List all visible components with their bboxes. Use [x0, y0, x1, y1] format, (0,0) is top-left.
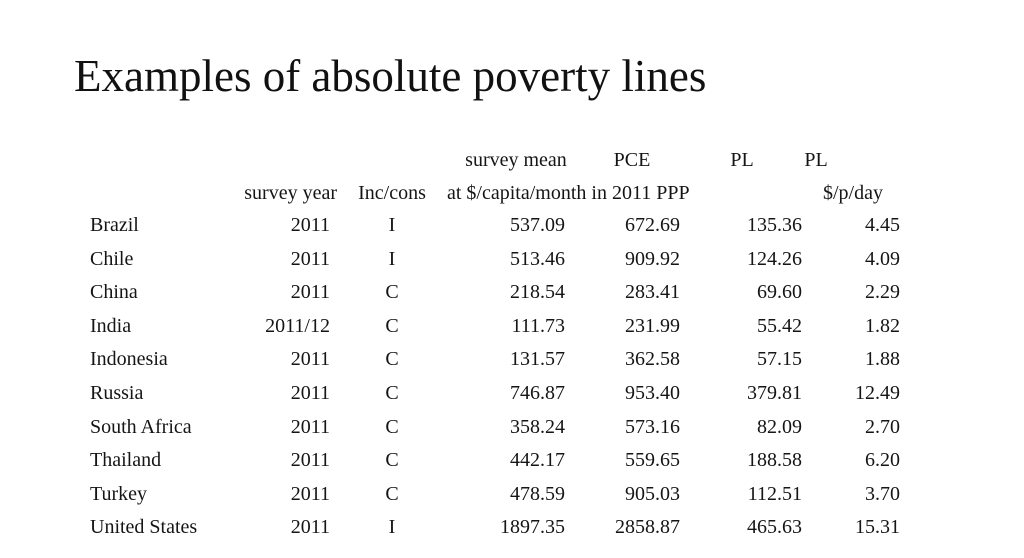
cell-country: Turkey: [90, 482, 148, 505]
cell-survey-year: 2011: [290, 247, 330, 270]
table-body: Brazil 2011 I 537.09 672.69 135.36 4.45 …: [0, 209, 1024, 545]
cell-survey-year: 2011: [290, 214, 330, 236]
table-row: United States 2011 I 1897.35 2858.87 465…: [0, 511, 1024, 545]
cell-country: Thailand: [90, 449, 162, 472]
cell-survey-mean: 442.17: [510, 449, 565, 472]
cell-pce: 559.65: [625, 449, 680, 472]
cell-poverty-line: 112.51: [747, 482, 802, 505]
cell-pce: 231.99: [625, 314, 680, 337]
header-pl-1: PL: [730, 149, 754, 171]
cell-pce: 573.16: [625, 415, 680, 438]
cell-survey-mean: 218.54: [510, 281, 565, 304]
cell-survey-year: 2011: [290, 449, 330, 472]
header-pce: PCE: [613, 149, 651, 171]
cell-pce: 2858.87: [615, 516, 680, 539]
cell-survey-year: 2011: [290, 516, 330, 539]
cell-country: India: [90, 314, 132, 337]
cell-country: Russia: [90, 381, 144, 404]
cell-survey-year: 2011: [290, 381, 330, 404]
cell-country: Indonesia: [90, 348, 168, 371]
cell-inc-cons: C: [385, 314, 399, 337]
cell-country: China: [90, 281, 138, 304]
header-pl-2: PL: [804, 149, 828, 171]
cell-poverty-line: 124.26: [747, 247, 802, 270]
cell-inc-cons: C: [385, 482, 399, 505]
cell-country: Brazil: [90, 214, 139, 236]
cell-inc-cons: I: [388, 516, 396, 539]
header-per-day: $/p/day: [823, 182, 883, 204]
header-ppp-units: at $/capita/month in 2011 PPP: [447, 182, 690, 204]
cell-poverty-line: 69.60: [757, 281, 802, 304]
cell-country: United States: [90, 516, 198, 539]
page-title: Examples of absolute poverty lines: [74, 51, 707, 101]
cell-survey-mean: 478.59: [510, 482, 565, 505]
cell-pce: 283.41: [625, 281, 680, 304]
cell-pce: 672.69: [625, 214, 680, 236]
cell-per-day: 6.20: [865, 449, 900, 472]
cell-per-day: 4.09: [865, 247, 900, 270]
cell-per-day: 4.45: [865, 214, 900, 236]
cell-survey-year: 2011: [290, 281, 330, 304]
cell-survey-year: 2011: [290, 415, 330, 438]
cell-inc-cons: I: [388, 214, 396, 236]
header-survey-mean: survey mean: [465, 149, 567, 171]
cell-per-day: 2.29: [865, 281, 900, 304]
cell-poverty-line: 135.36: [747, 214, 802, 236]
table-row: Russia 2011 C 746.87 953.40 379.81 12.49: [0, 377, 1024, 411]
cell-per-day: 1.82: [865, 314, 900, 337]
cell-per-day: 3.70: [865, 482, 900, 505]
cell-pce: 362.58: [625, 348, 680, 371]
cell-poverty-line: 379.81: [747, 381, 802, 404]
cell-survey-mean: 358.24: [510, 415, 565, 438]
cell-poverty-line: 55.42: [757, 314, 802, 337]
cell-inc-cons: C: [385, 281, 399, 304]
header-inc-cons: Inc/cons: [358, 182, 426, 204]
table-row: Brazil 2011 I 537.09 672.69 135.36 4.45: [0, 209, 1024, 243]
cell-inc-cons: C: [385, 415, 399, 438]
cell-survey-mean: 746.87: [510, 381, 565, 404]
cell-per-day: 12.49: [855, 381, 900, 404]
cell-pce: 953.40: [625, 381, 680, 404]
cell-inc-cons: I: [388, 247, 396, 270]
cell-per-day: 1.88: [865, 348, 900, 371]
cell-poverty-line: 82.09: [757, 415, 802, 438]
cell-pce: 909.92: [625, 247, 680, 270]
cell-survey-mean: 131.57: [510, 348, 565, 371]
cell-inc-cons: C: [385, 449, 399, 472]
cell-pce: 905.03: [625, 482, 680, 505]
cell-inc-cons: C: [385, 348, 399, 371]
cell-per-day: 2.70: [865, 415, 900, 438]
cell-survey-mean: 111.73: [511, 314, 565, 337]
cell-survey-mean: 537.09: [510, 214, 565, 236]
table-row: South Africa 2011 C 358.24 573.16 82.09 …: [0, 411, 1024, 445]
cell-survey-mean: 513.46: [510, 247, 565, 270]
cell-country: Chile: [90, 247, 134, 270]
cell-poverty-line: 465.63: [747, 516, 802, 539]
cell-survey-year: 2011/12: [265, 314, 330, 337]
table-row: Indonesia 2011 C 131.57 362.58 57.15 1.8…: [0, 343, 1024, 377]
table-row: Turkey 2011 C 478.59 905.03 112.51 3.70: [0, 478, 1024, 512]
cell-survey-year: 2011: [290, 348, 330, 371]
header-survey-year: survey year: [244, 182, 337, 204]
table-row: Chile 2011 I 513.46 909.92 124.26 4.09: [0, 243, 1024, 277]
table-row: China 2011 C 218.54 283.41 69.60 2.29: [0, 276, 1024, 310]
cell-per-day: 15.31: [855, 516, 900, 539]
cell-poverty-line: 188.58: [747, 449, 802, 472]
cell-survey-mean: 1897.35: [500, 516, 565, 539]
table-row: Thailand 2011 C 442.17 559.65 188.58 6.2…: [0, 444, 1024, 478]
cell-country: South Africa: [90, 415, 192, 438]
table-row: India 2011/12 C 111.73 231.99 55.42 1.82: [0, 310, 1024, 344]
cell-inc-cons: C: [385, 381, 399, 404]
cell-poverty-line: 57.15: [757, 348, 802, 371]
cell-survey-year: 2011: [290, 482, 330, 505]
